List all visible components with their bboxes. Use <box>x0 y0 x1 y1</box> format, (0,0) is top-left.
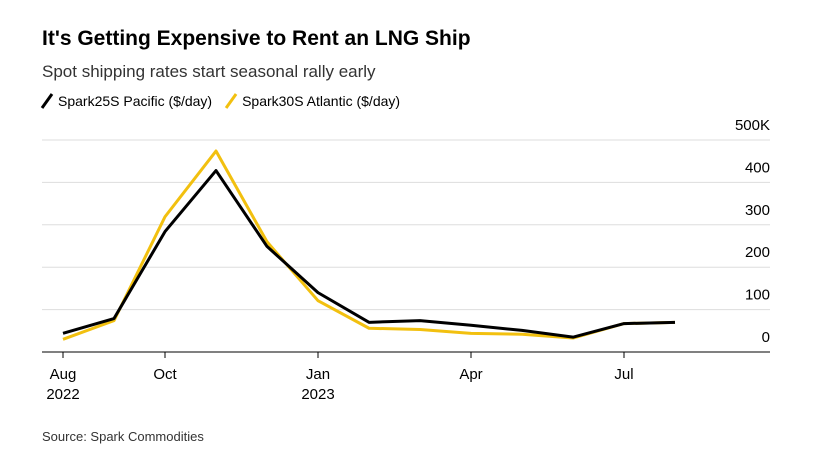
y-tick-label: 100 <box>745 287 770 304</box>
y-tick-label: 300 <box>745 202 770 219</box>
x-tick-label: Jan 2023 <box>301 366 334 403</box>
source: Source: Spark Commodities <box>42 429 204 444</box>
x-tick-label: Oct <box>153 366 177 383</box>
line-series <box>62 149 676 341</box>
legend-swatch <box>224 93 238 109</box>
x-tick-label: Jul <box>614 366 633 383</box>
chart-title: It's Getting Expensive to Rent an LNG Sh… <box>42 27 471 50</box>
y-tick-label: 200 <box>745 244 770 261</box>
legend-label: Spark30S Atlantic ($/day) <box>242 93 400 109</box>
x-tick-label: Aug 2022 <box>46 366 79 403</box>
chart-subtitle: Spot shipping rates start seasonal rally… <box>42 62 376 81</box>
y-tick-label: 0 <box>762 329 770 346</box>
legend-swatch <box>40 93 54 109</box>
x-tick-label: Apr <box>459 366 482 383</box>
y-tick-label: 500K <box>735 117 770 134</box>
y-tick-label: 400 <box>745 159 770 176</box>
legend-label: Spark25S Pacific ($/day) <box>58 93 212 109</box>
legend: Spark25S Pacific ($/day) Spark30S Atlanti… <box>40 93 400 109</box>
line-series <box>62 169 676 339</box>
